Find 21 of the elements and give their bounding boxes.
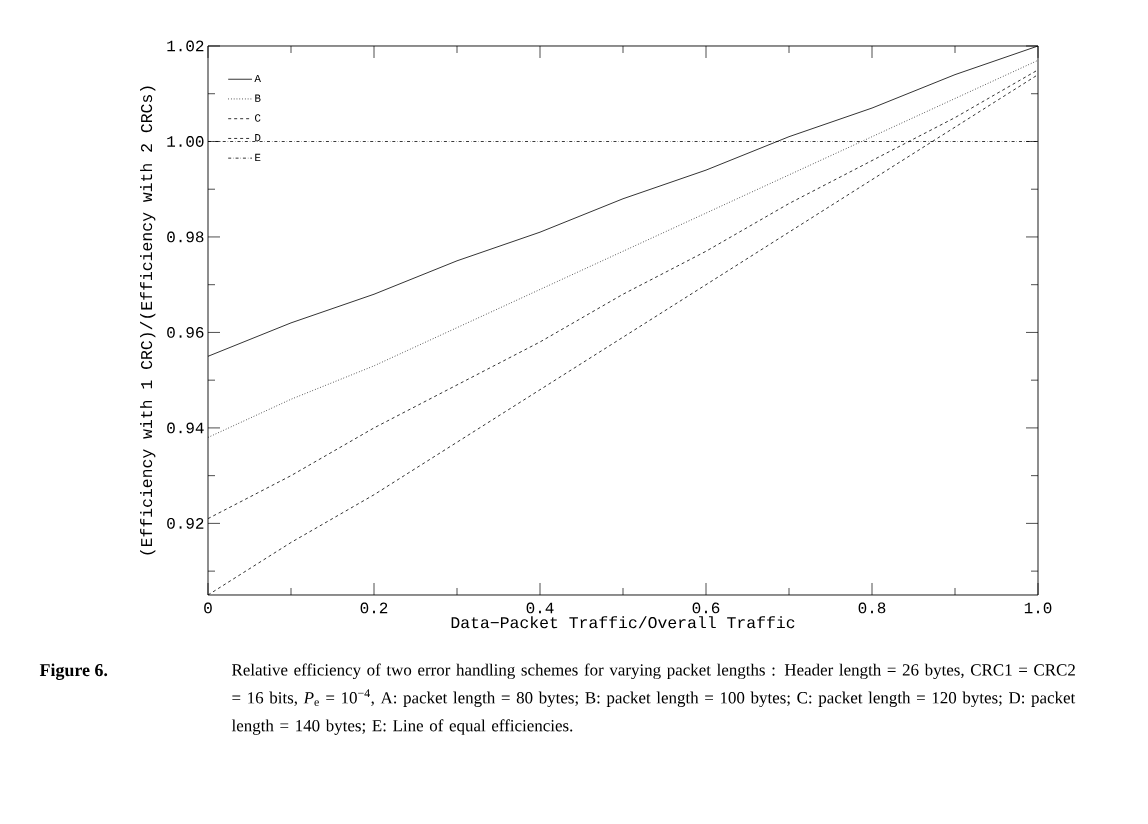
y-axis-title: (Efficiency with 1 CRC)/(Efficiency with 2 CRCs) <box>140 86 156 555</box>
y-tick-label: 0.98 <box>167 231 204 243</box>
x-tick-label: 0.8 <box>858 602 886 614</box>
legend-label: E <box>255 153 261 161</box>
x-axis-title: Data−Packet Traffic/Overall Traffic <box>451 616 795 629</box>
x-tick-label: 0.6 <box>692 602 720 614</box>
x-tick-label: 1.0 <box>1024 602 1052 614</box>
y-tick-label: 1.02 <box>167 40 204 52</box>
legend-label: A <box>254 74 261 83</box>
legend-label: B <box>255 94 261 102</box>
y-tick-label: 0.92 <box>167 517 204 529</box>
text: Relative efficiency of two error handling schemes for varying packet lengths : Header length = 26 bytes, CRC1 = CRC2 = 16 bits, P$_{e}$ = 10$^{−4}$, A: packet length = 80 bytes; B: packet length = 100 bytes; C: packet length = 120 bytes; D: packet length = 140 bytes; E: Line of equal efficiencies. <box>231 663 1076 735</box>
legend-label: C <box>255 114 261 122</box>
y-tick-label: 1.00 <box>167 136 204 147</box>
y-tick-label: 0.96 <box>167 327 204 338</box>
text: Figure 6. <box>39 663 108 680</box>
legend-label: D <box>255 134 261 142</box>
y-tick-label: 0.94 <box>167 422 204 434</box>
x-tick-label: 0.4 <box>526 602 554 614</box>
x-tick-label: 0 <box>204 602 212 614</box>
x-tick-label: 0.2 <box>360 602 388 614</box>
